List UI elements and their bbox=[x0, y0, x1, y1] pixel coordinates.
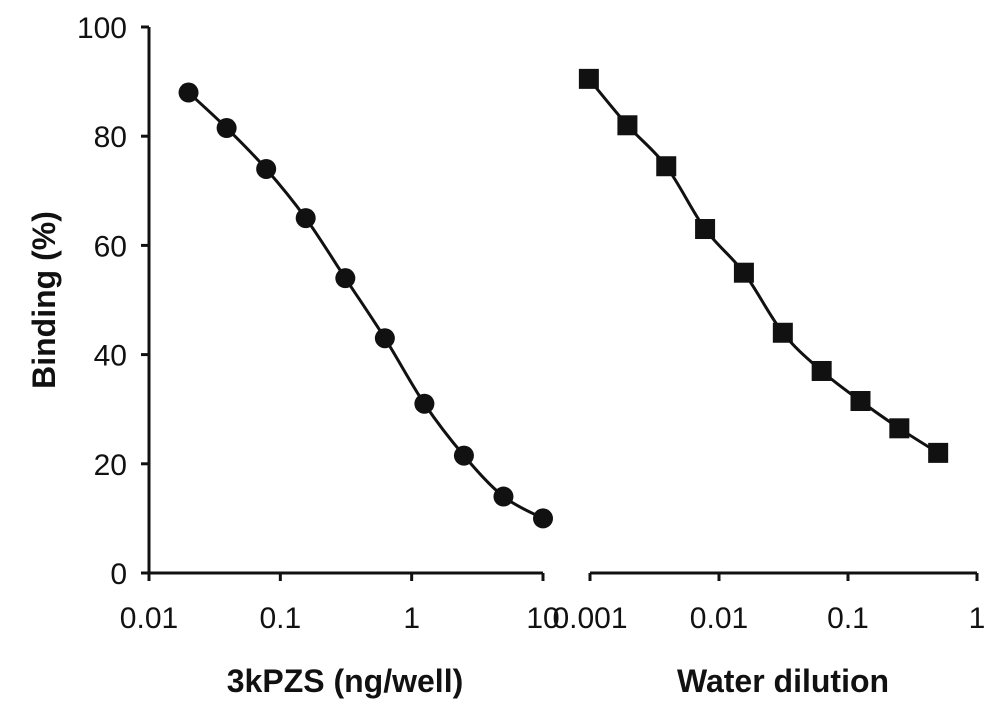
left-x-tick-label: 10 bbox=[526, 602, 559, 635]
y-tick-label: 0 bbox=[110, 558, 127, 591]
y-tick-label: 60 bbox=[94, 230, 127, 263]
series-line-3kpzs bbox=[187, 91, 544, 520]
left-x-tick-label: 0.01 bbox=[120, 602, 178, 635]
left-x-tick-label: 1 bbox=[403, 602, 420, 635]
data-point-circle bbox=[178, 82, 199, 103]
y-axis-title: Binding (%) bbox=[26, 211, 62, 389]
data-point-square bbox=[733, 262, 754, 283]
data-point-circle bbox=[453, 445, 474, 466]
series-points-water-dilution bbox=[578, 68, 949, 463]
y-tick-label: 80 bbox=[94, 121, 127, 154]
data-point-square bbox=[889, 418, 910, 439]
data-point-circle bbox=[256, 158, 277, 179]
series-points-3kpzs bbox=[178, 82, 553, 529]
data-point-square bbox=[695, 219, 716, 240]
data-point-circle bbox=[216, 118, 237, 139]
y-tick-label: 20 bbox=[94, 449, 127, 482]
right-x-axis-title: Water dilution bbox=[677, 663, 889, 699]
data-point-square bbox=[656, 156, 677, 177]
data-point-square bbox=[850, 391, 871, 412]
y-tick-label: 40 bbox=[94, 340, 127, 373]
left-x-axis-title: 3kPZS (ng/well) bbox=[227, 663, 463, 699]
data-point-square bbox=[811, 360, 832, 381]
data-point-circle bbox=[533, 508, 553, 529]
data-point-circle bbox=[295, 208, 316, 229]
data-point-square bbox=[617, 115, 638, 136]
data-point-circle bbox=[414, 393, 435, 414]
right-x-tick-label: 0.1 bbox=[827, 602, 869, 635]
y-tick-label: 100 bbox=[77, 12, 127, 45]
data-point-circle bbox=[493, 486, 514, 507]
right-x-tick-label: 0.01 bbox=[690, 602, 748, 635]
data-point-square bbox=[772, 322, 793, 343]
data-point-circle bbox=[335, 268, 356, 289]
y-ticks: 0 20 40 60 80 100 bbox=[77, 12, 149, 591]
data-point-square bbox=[928, 442, 949, 463]
data-point-circle bbox=[374, 328, 395, 349]
data-point-square bbox=[578, 68, 599, 89]
series-line-water-dilution bbox=[587, 77, 939, 455]
right-x-ticks: 0.001 0.01 0.1 1 bbox=[552, 573, 985, 635]
left-x-ticks: 0.01 0.1 1 10 bbox=[120, 573, 560, 635]
left-x-tick-label: 0.1 bbox=[259, 602, 301, 635]
right-x-tick-label: 1 bbox=[969, 602, 986, 635]
right-x-tick-label: 0.001 bbox=[552, 602, 627, 635]
